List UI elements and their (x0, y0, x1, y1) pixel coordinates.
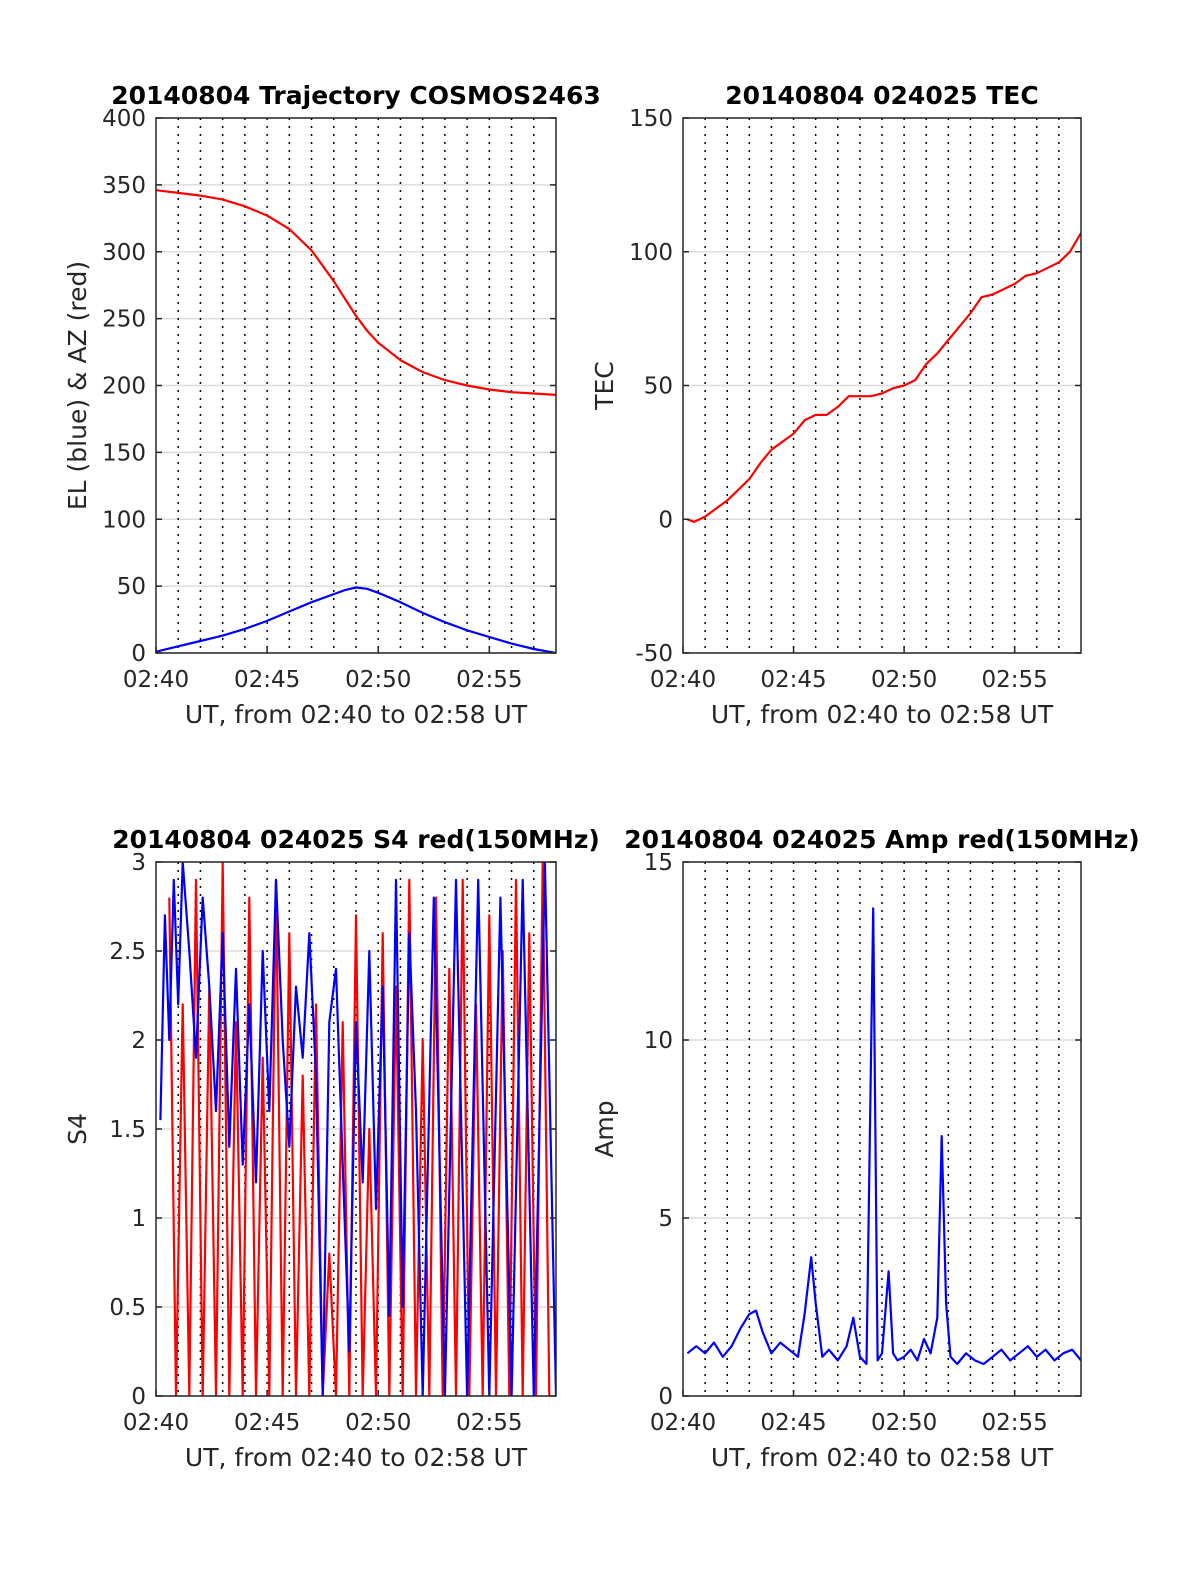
y-tick-label: 5 (658, 1206, 673, 1232)
y-tick-label: 100 (102, 507, 146, 533)
y-tick-label: 2 (131, 1028, 146, 1054)
chart-title: 20140804 024025 Amp red(150MHz) (624, 825, 1140, 854)
series-line-2 (159, 862, 556, 1396)
y-tick-label: 250 (102, 307, 146, 333)
chart-panel-2: 02:40 02:45 02:50 02:55 -50 0 50 100 150 20140804… (590, 81, 1082, 729)
x-tick-label: 02:50 (345, 667, 411, 693)
x-axis-label: UT, from 02:40 to 02:58 UT (711, 700, 1054, 729)
y-tick-label: 100 (629, 240, 673, 266)
y-tick-label: 3 (131, 850, 146, 876)
x-tick-label: 02:45 (234, 667, 300, 693)
y-tick-label: 1 (131, 1206, 146, 1232)
y-tick-label: 400 (102, 106, 146, 132)
y-tick-label: 350 (102, 173, 146, 199)
series-line-1 (686, 907, 1081, 1366)
x-tick-label: 02:40 (650, 667, 716, 693)
series-line-1 (156, 189, 556, 396)
x-tick-label: 02:50 (345, 1410, 411, 1436)
chart-panel-1: 02:40 02:45 02:50 02:55 0 50 100 150 200 250 300 35… (63, 81, 601, 729)
x-tick-label: 02:40 (123, 667, 189, 693)
x-tick-label: 02:55 (982, 667, 1048, 693)
chart-title: 20140804 024025 TEC (725, 81, 1038, 110)
x-axis-label: UT, from 02:40 to 02:58 UT (711, 1443, 1054, 1472)
y-tick-label: 200 (102, 374, 146, 400)
y-tick-label: 0 (658, 507, 673, 533)
y-tick-label: 50 (117, 574, 146, 600)
x-tick-label: 02:40 (650, 1410, 716, 1436)
y-tick-label: 0 (131, 641, 146, 667)
series-line-1 (687, 232, 1081, 524)
x-tick-label: 02:45 (234, 1410, 300, 1436)
axes-box (682, 861, 1082, 1397)
series-line-1 (168, 862, 551, 1396)
y-tick-label: 0 (131, 1384, 146, 1410)
x-tick-label: 02:40 (123, 1410, 189, 1436)
y-tick-label: 0.5 (109, 1295, 146, 1321)
y-tick-label: 2.5 (109, 939, 146, 965)
x-tick-label: 02:50 (871, 667, 937, 693)
chart-panel-3: 02:40 02:45 02:50 02:55 0 0.5 1 1.5 2 2.5 32014080… (63, 825, 600, 1472)
x-tick-label: 02:45 (760, 1410, 826, 1436)
y-axis-label: Amp (590, 1100, 619, 1157)
x-axis-label: UT, from 02:40 to 02:58 UT (185, 1443, 528, 1472)
x-tick-label: 02:55 (982, 1410, 1048, 1436)
x-axis-label: UT, from 02:40 to 02:58 UT (185, 700, 528, 729)
y-tick-label: 1.5 (109, 1117, 146, 1143)
x-tick-label: 02:55 (456, 1410, 522, 1436)
x-tick-label: 02:55 (456, 667, 522, 693)
y-tick-label: 10 (644, 1028, 673, 1054)
x-tick-label: 02:50 (871, 1410, 937, 1436)
y-tick-label: 150 (629, 106, 673, 132)
chart-title: 20140804 Trajectory COSMOS2463 (111, 81, 601, 110)
x-tick-label: 02:45 (760, 667, 826, 693)
y-tick-label: 15 (644, 850, 673, 876)
y-tick-label: 0 (658, 1384, 673, 1410)
y-axis-label: EL (blue) & AZ (red) (63, 261, 92, 510)
y-tick-label: 300 (102, 240, 146, 266)
y-axis-label: S4 (63, 1113, 92, 1145)
y-tick-label: 150 (102, 440, 146, 466)
y-tick-label: 50 (644, 374, 673, 400)
y-axis-label: TEC (590, 361, 619, 411)
y-tick-label: -50 (635, 641, 673, 667)
chart-title: 20140804 024025 S4 red(150MHz) (112, 825, 600, 854)
series-line-2 (156, 586, 556, 653)
